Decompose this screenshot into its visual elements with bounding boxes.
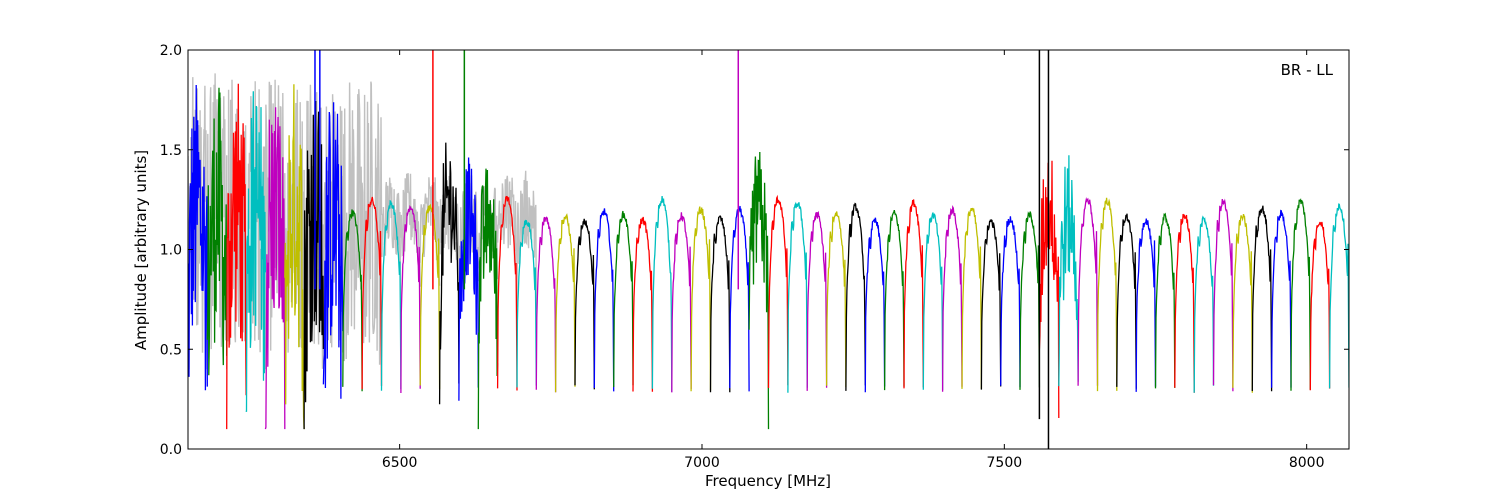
- channel-trace: [245, 91, 267, 413]
- x-axis-label: Frequency [MHz]: [705, 472, 831, 490]
- channel-trace: [1232, 213, 1253, 393]
- channel-trace: [806, 210, 828, 391]
- channel-trace: [1135, 218, 1157, 392]
- channel-trace: [671, 212, 692, 393]
- channel-trace: [593, 208, 615, 392]
- channel-trace: [226, 83, 247, 430]
- channel-trace: [1270, 209, 1292, 388]
- channel-trace: [554, 213, 576, 393]
- reference-trace-segment: [206, 73, 228, 359]
- channel-trace: [690, 206, 712, 392]
- channel-trace: [825, 211, 847, 388]
- channel-trace: [1154, 212, 1176, 389]
- reference-trace-segment: [342, 82, 363, 362]
- channel-trace: [574, 218, 595, 390]
- y-tick-label: 2.0: [160, 43, 182, 59]
- channel-trace: [284, 84, 305, 430]
- channel-trace: [400, 204, 421, 394]
- channel-trace: [1096, 197, 1118, 392]
- channel-trace: [1116, 213, 1137, 389]
- channel-trace: [922, 212, 944, 391]
- channel-trace: [1058, 155, 1079, 387]
- y-tick-label: 0.5: [160, 342, 182, 358]
- channel-trace: [845, 202, 866, 391]
- channel-trace: [787, 201, 808, 393]
- channel-trace: [748, 151, 770, 430]
- channel-trace: [1174, 213, 1195, 393]
- channel-trace: [1309, 221, 1331, 391]
- x-tick-label: 7500: [987, 455, 1023, 471]
- channel-trace: [1251, 205, 1273, 392]
- channel-trace: [322, 102, 344, 399]
- channel-trace: [496, 195, 518, 391]
- channel-trace: [361, 196, 383, 390]
- x-tick-label: 8000: [1289, 455, 1325, 471]
- channel-trace: [458, 157, 479, 401]
- channel-trace: [516, 219, 537, 388]
- channel-trace: [1000, 216, 1021, 388]
- channel-trace: [188, 84, 208, 391]
- y-tick-label: 1.5: [160, 143, 182, 159]
- channel-traces: [188, 83, 1349, 430]
- channel-trace: [1328, 203, 1349, 389]
- channel-trace: [477, 168, 499, 430]
- channel-trace: [264, 107, 286, 430]
- channel-trace: [613, 210, 634, 388]
- y-tick-label: 1.0: [160, 243, 182, 259]
- x-tick-label: 6500: [382, 455, 418, 471]
- channel-trace: [1193, 215, 1215, 393]
- plot-annotation: BR - LL: [1281, 61, 1334, 79]
- channel-trace: [1077, 197, 1099, 386]
- x-axis: 6500 7000 7500 8000: [382, 50, 1325, 471]
- channel-trace: [903, 199, 924, 389]
- reference-trace-segment: [361, 81, 383, 365]
- channel-trace: [709, 214, 731, 393]
- channel-trace: [380, 199, 402, 391]
- spikes: [314, 50, 1050, 449]
- y-tick-label: 0.0: [160, 442, 182, 458]
- y-axis: 0.0 0.5 1.0 1.5 2.0: [160, 43, 1349, 458]
- reference-trace-segment: [419, 177, 441, 286]
- channel-trace: [961, 207, 983, 390]
- channel-trace: [438, 142, 460, 405]
- channel-trace: [342, 209, 363, 392]
- channel-trace: [980, 219, 1002, 390]
- channel-trace: [864, 217, 886, 393]
- channel-trace: [651, 196, 673, 392]
- channel-trace: [1290, 198, 1311, 391]
- channel-trace: [419, 203, 441, 390]
- reference-trace-segment: [496, 175, 518, 267]
- channel-trace: [883, 209, 905, 391]
- channel-trace: [941, 205, 963, 392]
- channel-trace: [729, 205, 750, 392]
- reference-trace-segment: [516, 170, 537, 310]
- channel-trace: [632, 216, 654, 392]
- channel-trace: [535, 216, 557, 393]
- channel-trace: [1212, 198, 1234, 392]
- channel-trace: [1019, 211, 1041, 390]
- channel-trace: [206, 87, 228, 376]
- x-tick-label: 7000: [684, 455, 720, 471]
- channel-trace: [767, 194, 789, 389]
- y-axis-label: Amplitude [arbitrary units]: [132, 150, 150, 350]
